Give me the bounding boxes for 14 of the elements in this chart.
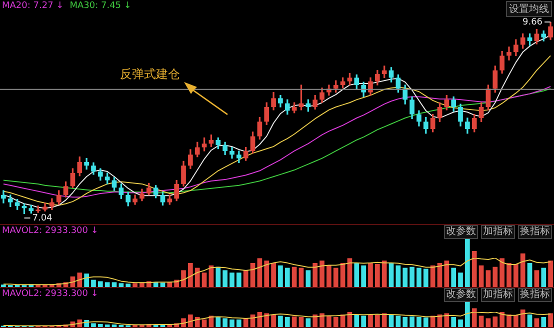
chart-title: MAVOL2: 2933.300 ↓ xyxy=(2,289,98,299)
chart-title: MAVOL2: 2933.300 ↓ xyxy=(2,226,98,236)
text: MA20: 7.27 ↓ xyxy=(2,1,64,11)
text: 改参数 xyxy=(444,225,478,239)
text: MA30: 7.45 ↓ xyxy=(70,1,132,11)
text: 加指标 xyxy=(481,225,515,239)
text: 换指标 xyxy=(518,288,552,302)
text: 设置均线 xyxy=(506,1,552,17)
annotation: 反弹式建仓 xyxy=(120,66,180,83)
text: 加指标 xyxy=(481,288,515,302)
annotation: 9.66 xyxy=(522,17,543,28)
text: 换指标 xyxy=(518,225,552,239)
text: 改参数 xyxy=(444,288,478,302)
annotation: 7.04 xyxy=(32,213,53,224)
